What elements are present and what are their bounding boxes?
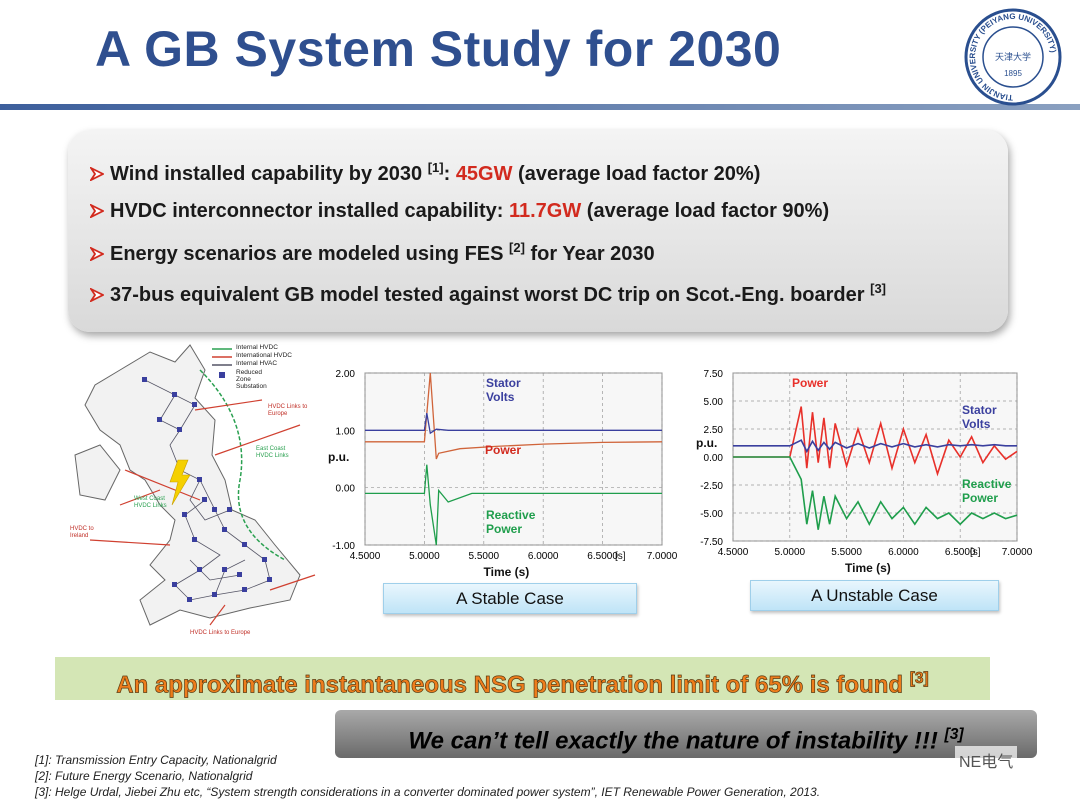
text-run: 37-bus equivalent GB model tested agains…	[110, 283, 871, 306]
map-label: HVDC Links to Europe	[190, 630, 251, 636]
y-tick-label: 2.00	[336, 369, 356, 380]
bullet-arrow	[88, 245, 106, 263]
series-label: Stator Volts	[962, 403, 997, 431]
y-tick-label: -7.50	[700, 537, 723, 548]
text-run: Wind installed capability by 2030	[110, 162, 428, 185]
series-label: Reactive Power	[486, 508, 536, 536]
text-run: [3]	[870, 281, 886, 296]
text-run: [2]	[509, 240, 525, 255]
logo: TIANJIN UNIVERSITY (PEIYANG UNIVERSITY) …	[964, 8, 1062, 106]
text-run: (average load factor 90%)	[581, 200, 830, 222]
x-tick-label: 5.5000	[831, 547, 862, 558]
text-run: Energy scenarios are modeled using FES	[110, 242, 510, 265]
y-tick-label: 5.00	[704, 397, 724, 408]
bullet-box	[68, 130, 1008, 332]
text-run: [3]	[909, 670, 929, 688]
plot: 2.00 1.00 0.00 -1.004.5000 5.0000 5.5000 6.000…	[332, 369, 678, 562]
x-axis-label: Time (s)	[845, 561, 891, 575]
x-tick-label: 5.0000	[409, 551, 440, 562]
x-tick-label: 6.0000	[888, 547, 919, 558]
badge: NE电气	[955, 746, 1018, 774]
footnote: [2]: Future Energy Scenario, Nationalgri…	[35, 769, 253, 783]
logo-year: 1895	[1004, 69, 1022, 78]
x-tick-label: 6.0000	[528, 551, 559, 562]
bullet-arrow	[88, 165, 106, 183]
text-run: (average load factor 20%)	[512, 162, 761, 185]
series-label: Reactive Power	[962, 477, 1012, 505]
x-tick-label: 5.0000	[775, 547, 806, 558]
logo-motto: 天津大学	[995, 51, 1031, 62]
plot: 7.50 5.00 2.50 0.00 -2.50 -5.00 -7.504.5000 5.0…	[700, 369, 1033, 558]
bullet: Energy scenarios are modeled using FES […	[88, 240, 655, 266]
map-label: HVDC Links to Europe	[268, 404, 308, 417]
series-line	[365, 464, 662, 546]
x-tick-label: 7.0000	[1002, 547, 1033, 558]
y-tick-label: 2.50	[704, 425, 724, 436]
x-tick-label: 6.5000	[945, 547, 976, 558]
footnote: [3]: Helge Urdal, Jiebei Zhu etc, “Syste…	[35, 785, 821, 799]
x-unit: [s]	[970, 547, 981, 558]
text-run: HVDC interconnector installed capability…	[110, 200, 509, 222]
text-run: [1]	[427, 160, 444, 175]
y-axis-label: p.u.	[328, 450, 350, 465]
map-label: HVDC to Ireland	[70, 526, 94, 539]
gb-map	[74, 344, 316, 626]
y-tick-label: -1.00	[332, 541, 355, 552]
x-tick-label: 7.0000	[647, 551, 678, 562]
series-line	[733, 456, 1018, 530]
series-line	[733, 439, 1017, 454]
finding-banner: An approximate instantaneous NSG penetra…	[55, 657, 990, 700]
map-legend: Reduced Zone Substation	[236, 369, 267, 390]
text-run: [3]	[944, 726, 964, 743]
series-label: Power	[485, 443, 522, 457]
x-tick-label: 4.5000	[350, 551, 381, 562]
bullet: Wind installed capability by 2030 [1]: 4…	[88, 160, 761, 186]
bullet-arrow	[88, 286, 106, 304]
text-run: 11.7GW	[508, 200, 582, 222]
y-tick-label: -2.50	[700, 481, 723, 492]
text-run: An approximate instantaneous NSG penetra…	[116, 671, 910, 699]
text-run: We can’t tell exactly the nature of inst…	[408, 727, 945, 755]
caption: A Unstable Case	[750, 580, 999, 611]
bullet: 37-bus equivalent GB model tested agains…	[88, 281, 886, 307]
text-run: 45GW	[455, 162, 513, 185]
y-tick-label: 7.50	[704, 369, 724, 380]
x-tick-label: 6.5000	[587, 551, 618, 562]
y-tick-label: 0.00	[704, 453, 724, 464]
map-label: East Coast HVDC Links	[256, 446, 289, 459]
bullet-arrow	[88, 202, 106, 220]
text-run: :	[443, 162, 456, 185]
x-axis-label: Time (s)	[483, 565, 530, 579]
remark-banner: We can’t tell exactly the nature of inst…	[335, 710, 1037, 758]
series-label: Stator Volts	[486, 376, 521, 404]
title-rule	[0, 104, 1080, 110]
series-line	[365, 412, 662, 435]
x-unit: [s]	[615, 551, 626, 562]
title: A GB System Study for 2030	[95, 21, 782, 77]
text-run: for Year 2030	[524, 242, 655, 265]
caption: A Stable Case	[383, 583, 637, 614]
bullet: HVDC interconnector installed capability…	[88, 200, 830, 223]
x-tick-label: 4.5000	[718, 547, 749, 558]
y-tick-label: 0.00	[336, 484, 356, 495]
y-tick-label: -5.00	[700, 509, 723, 520]
x-tick-label: 5.5000	[469, 551, 500, 562]
map-label: West Coast HVDC Links	[134, 496, 167, 509]
footnote: [1]: Transmission Entry Capacity, Nation…	[35, 753, 277, 767]
map-legend: International HVDC	[236, 352, 292, 359]
series-line	[365, 372, 663, 460]
y-tick-label: 1.00	[336, 426, 356, 437]
series-line	[733, 406, 1018, 477]
y-axis-label: p.u.	[696, 436, 718, 451]
map-legend: Internal HVDC	[236, 344, 278, 351]
series-label: Power	[792, 376, 829, 390]
map-legend: Internal HVAC	[236, 360, 278, 367]
